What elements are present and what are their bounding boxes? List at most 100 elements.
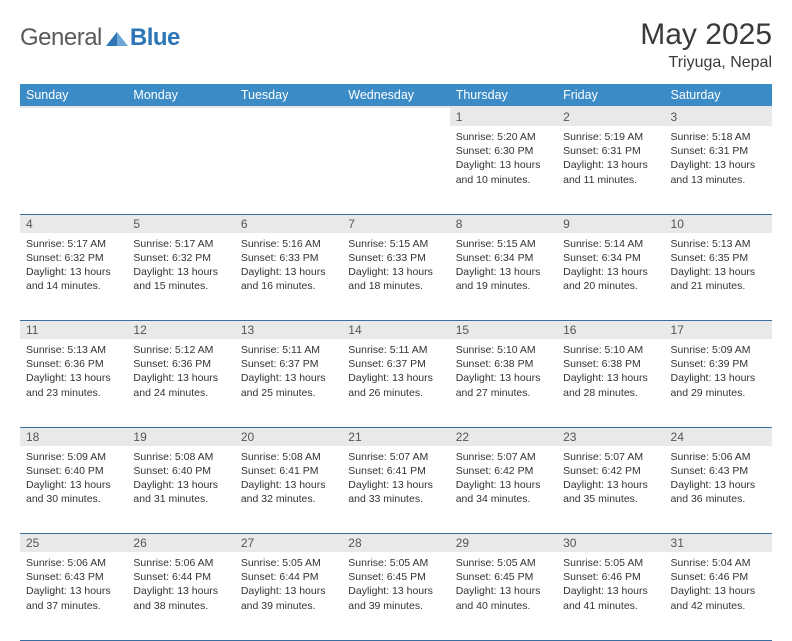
day-details: Sunrise: 5:14 AMSunset: 6:34 PMDaylight:… — [557, 233, 664, 300]
day-number-cell: 20 — [235, 427, 342, 446]
day-details: Sunrise: 5:05 AMSunset: 6:46 PMDaylight:… — [557, 552, 664, 619]
day-details: Sunrise: 5:13 AMSunset: 6:35 PMDaylight:… — [665, 233, 772, 300]
header: General Blue May 2025 Triyuga, Nepal — [20, 18, 772, 72]
day-number-cell — [127, 107, 234, 126]
day-content-cell — [20, 126, 127, 214]
day-details: Sunrise: 5:05 AMSunset: 6:45 PMDaylight:… — [450, 552, 557, 619]
day-details: Sunrise: 5:06 AMSunset: 6:44 PMDaylight:… — [127, 552, 234, 619]
day-details: Sunrise: 5:09 AMSunset: 6:39 PMDaylight:… — [665, 339, 772, 406]
day-details: Sunrise: 5:08 AMSunset: 6:40 PMDaylight:… — [127, 446, 234, 513]
day-content-cell: Sunrise: 5:09 AMSunset: 6:39 PMDaylight:… — [665, 339, 772, 427]
weekday-header: Thursday — [450, 84, 557, 107]
day-content-cell: Sunrise: 5:16 AMSunset: 6:33 PMDaylight:… — [235, 233, 342, 321]
weekday-header: Monday — [127, 84, 234, 107]
day-content-cell: Sunrise: 5:09 AMSunset: 6:40 PMDaylight:… — [20, 446, 127, 534]
day-content-cell: Sunrise: 5:07 AMSunset: 6:42 PMDaylight:… — [450, 446, 557, 534]
day-number-cell: 30 — [557, 534, 664, 553]
day-content-cell: Sunrise: 5:04 AMSunset: 6:46 PMDaylight:… — [665, 552, 772, 640]
day-content-cell: Sunrise: 5:05 AMSunset: 6:45 PMDaylight:… — [342, 552, 449, 640]
day-number-cell: 28 — [342, 534, 449, 553]
day-details: Sunrise: 5:06 AMSunset: 6:43 PMDaylight:… — [20, 552, 127, 619]
day-content-row: Sunrise: 5:20 AMSunset: 6:30 PMDaylight:… — [20, 126, 772, 214]
day-details: Sunrise: 5:16 AMSunset: 6:33 PMDaylight:… — [235, 233, 342, 300]
logo-mark-icon — [106, 30, 128, 46]
day-number-cell: 18 — [20, 427, 127, 446]
day-content-cell: Sunrise: 5:10 AMSunset: 6:38 PMDaylight:… — [557, 339, 664, 427]
day-number-cell: 3 — [665, 107, 772, 126]
day-number-cell: 4 — [20, 214, 127, 233]
day-content-cell: Sunrise: 5:07 AMSunset: 6:41 PMDaylight:… — [342, 446, 449, 534]
day-number-cell: 31 — [665, 534, 772, 553]
day-content-cell: Sunrise: 5:18 AMSunset: 6:31 PMDaylight:… — [665, 126, 772, 214]
day-details: Sunrise: 5:18 AMSunset: 6:31 PMDaylight:… — [665, 126, 772, 193]
day-details: Sunrise: 5:13 AMSunset: 6:36 PMDaylight:… — [20, 339, 127, 406]
day-number-row: 45678910 — [20, 214, 772, 233]
day-details: Sunrise: 5:20 AMSunset: 6:30 PMDaylight:… — [450, 126, 557, 193]
day-content-cell: Sunrise: 5:05 AMSunset: 6:45 PMDaylight:… — [450, 552, 557, 640]
day-number-cell: 21 — [342, 427, 449, 446]
day-content-cell: Sunrise: 5:08 AMSunset: 6:40 PMDaylight:… — [127, 446, 234, 534]
day-content-cell: Sunrise: 5:11 AMSunset: 6:37 PMDaylight:… — [342, 339, 449, 427]
weekday-header: Wednesday — [342, 84, 449, 107]
day-content-row: Sunrise: 5:17 AMSunset: 6:32 PMDaylight:… — [20, 233, 772, 321]
day-content-cell: Sunrise: 5:07 AMSunset: 6:42 PMDaylight:… — [557, 446, 664, 534]
day-details: Sunrise: 5:06 AMSunset: 6:43 PMDaylight:… — [665, 446, 772, 513]
day-number-cell: 27 — [235, 534, 342, 553]
day-content-cell: Sunrise: 5:17 AMSunset: 6:32 PMDaylight:… — [127, 233, 234, 321]
day-content-cell: Sunrise: 5:19 AMSunset: 6:31 PMDaylight:… — [557, 126, 664, 214]
day-number-cell: 5 — [127, 214, 234, 233]
day-content-cell: Sunrise: 5:06 AMSunset: 6:43 PMDaylight:… — [20, 552, 127, 640]
day-details: Sunrise: 5:05 AMSunset: 6:45 PMDaylight:… — [342, 552, 449, 619]
day-content-cell: Sunrise: 5:05 AMSunset: 6:46 PMDaylight:… — [557, 552, 664, 640]
day-details: Sunrise: 5:11 AMSunset: 6:37 PMDaylight:… — [342, 339, 449, 406]
day-number-cell: 17 — [665, 321, 772, 340]
day-number-row: 18192021222324 — [20, 427, 772, 446]
day-details: Sunrise: 5:17 AMSunset: 6:32 PMDaylight:… — [127, 233, 234, 300]
day-content-row: Sunrise: 5:13 AMSunset: 6:36 PMDaylight:… — [20, 339, 772, 427]
weekday-header: Saturday — [665, 84, 772, 107]
weekday-header-row: SundayMondayTuesdayWednesdayThursdayFrid… — [20, 84, 772, 107]
day-details: Sunrise: 5:05 AMSunset: 6:44 PMDaylight:… — [235, 552, 342, 619]
day-content-cell: Sunrise: 5:17 AMSunset: 6:32 PMDaylight:… — [20, 233, 127, 321]
day-details: Sunrise: 5:10 AMSunset: 6:38 PMDaylight:… — [450, 339, 557, 406]
day-content-cell: Sunrise: 5:14 AMSunset: 6:34 PMDaylight:… — [557, 233, 664, 321]
day-number-cell: 8 — [450, 214, 557, 233]
day-details: Sunrise: 5:19 AMSunset: 6:31 PMDaylight:… — [557, 126, 664, 193]
day-number-row: 11121314151617 — [20, 321, 772, 340]
day-number-cell: 7 — [342, 214, 449, 233]
day-details: Sunrise: 5:08 AMSunset: 6:41 PMDaylight:… — [235, 446, 342, 513]
day-content-cell: Sunrise: 5:08 AMSunset: 6:41 PMDaylight:… — [235, 446, 342, 534]
day-details: Sunrise: 5:07 AMSunset: 6:41 PMDaylight:… — [342, 446, 449, 513]
day-details: Sunrise: 5:07 AMSunset: 6:42 PMDaylight:… — [450, 446, 557, 513]
day-number-cell: 22 — [450, 427, 557, 446]
day-content-cell: Sunrise: 5:12 AMSunset: 6:36 PMDaylight:… — [127, 339, 234, 427]
day-number-cell: 1 — [450, 107, 557, 126]
day-content-cell: Sunrise: 5:06 AMSunset: 6:44 PMDaylight:… — [127, 552, 234, 640]
day-details: Sunrise: 5:04 AMSunset: 6:46 PMDaylight:… — [665, 552, 772, 619]
day-content-cell — [342, 126, 449, 214]
day-content-cell: Sunrise: 5:05 AMSunset: 6:44 PMDaylight:… — [235, 552, 342, 640]
logo: General Blue — [20, 18, 180, 52]
weekday-header: Tuesday — [235, 84, 342, 107]
day-number-row: 25262728293031 — [20, 534, 772, 553]
day-number-cell: 29 — [450, 534, 557, 553]
day-number-cell: 24 — [665, 427, 772, 446]
day-content-cell — [235, 126, 342, 214]
day-number-cell: 14 — [342, 321, 449, 340]
day-number-row: 123 — [20, 107, 772, 126]
day-number-cell: 10 — [665, 214, 772, 233]
weekday-header: Sunday — [20, 84, 127, 107]
day-content-cell: Sunrise: 5:20 AMSunset: 6:30 PMDaylight:… — [450, 126, 557, 214]
day-number-cell: 9 — [557, 214, 664, 233]
day-number-cell: 15 — [450, 321, 557, 340]
day-number-cell: 23 — [557, 427, 664, 446]
day-content-cell: Sunrise: 5:15 AMSunset: 6:33 PMDaylight:… — [342, 233, 449, 321]
day-details: Sunrise: 5:15 AMSunset: 6:34 PMDaylight:… — [450, 233, 557, 300]
day-number-cell: 2 — [557, 107, 664, 126]
logo-blue: Blue — [130, 24, 180, 52]
day-number-cell — [342, 107, 449, 126]
day-content-cell: Sunrise: 5:06 AMSunset: 6:43 PMDaylight:… — [665, 446, 772, 534]
day-details: Sunrise: 5:17 AMSunset: 6:32 PMDaylight:… — [20, 233, 127, 300]
day-content-cell: Sunrise: 5:11 AMSunset: 6:37 PMDaylight:… — [235, 339, 342, 427]
day-details: Sunrise: 5:11 AMSunset: 6:37 PMDaylight:… — [235, 339, 342, 406]
